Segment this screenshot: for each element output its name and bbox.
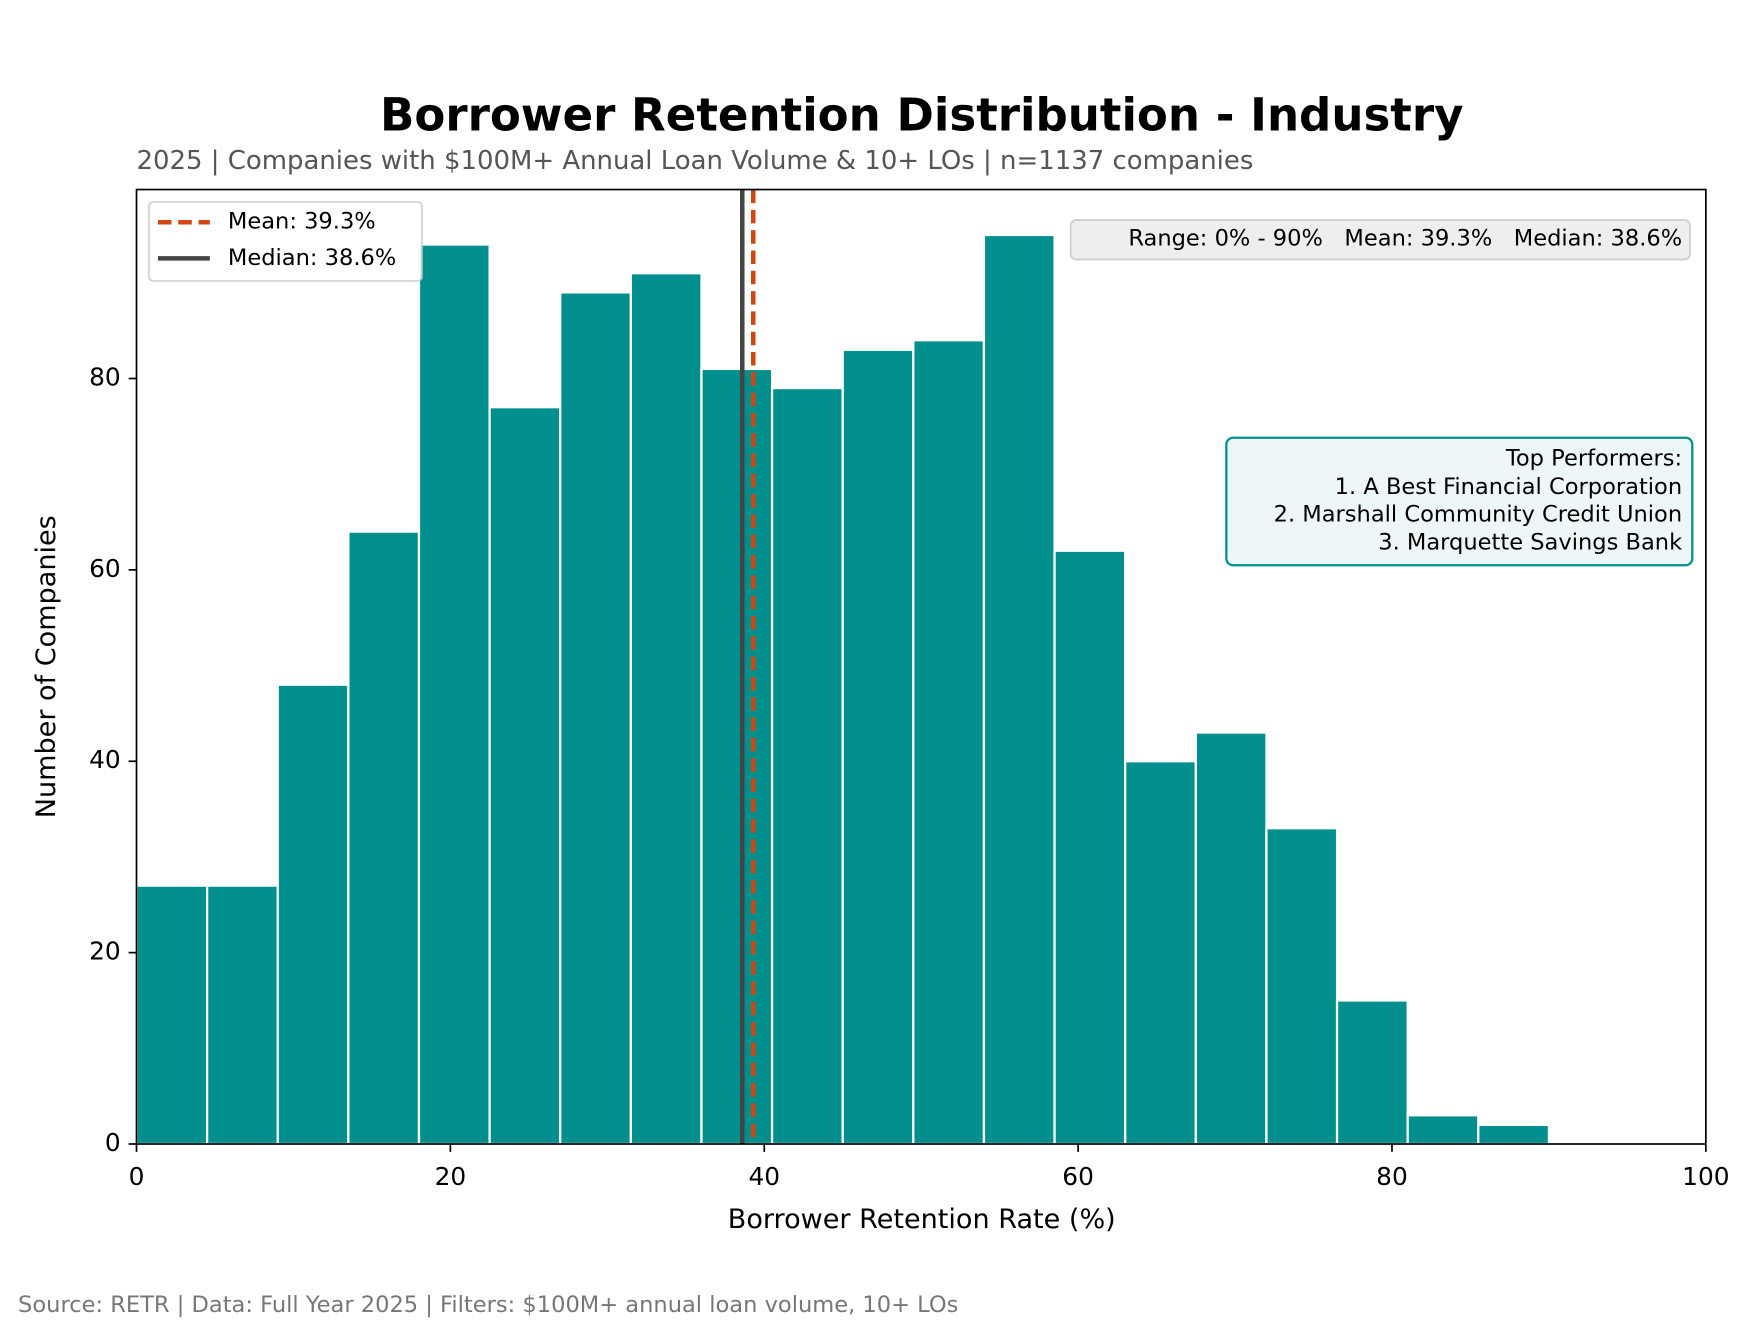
- bar: [276, 683, 350, 1146]
- bar: [559, 291, 632, 1146]
- annotation-line: 1. A Best Financial Corporation: [1335, 474, 1682, 500]
- bar: [700, 367, 774, 1146]
- chart-title: Borrower Retention Distribution - Indust…: [380, 88, 1464, 141]
- bar: [1053, 549, 1127, 1146]
- x-tick-label: 80: [1376, 1162, 1408, 1191]
- chart-subtitle: 2025 | Companies with $100M+ Annual Loan…: [137, 146, 1254, 176]
- annotation-title: Top Performers:: [1505, 446, 1682, 472]
- legend-label: Mean: 39.3%: [228, 209, 376, 235]
- x-tick-label: 0: [129, 1162, 145, 1191]
- y-tick-label: 40: [89, 745, 121, 774]
- y-tick-label: 0: [105, 1128, 121, 1157]
- legend-label: Median: 38.6%: [228, 245, 396, 271]
- bar: [1124, 760, 1197, 1146]
- y-axis-label: Number of Companies: [31, 515, 62, 818]
- legend-box: [148, 201, 423, 282]
- bar: [1335, 999, 1409, 1146]
- bar: [1265, 827, 1339, 1146]
- bar: [206, 884, 279, 1146]
- y-tick-label: 80: [89, 363, 121, 392]
- x-tick-label: 20: [435, 1162, 467, 1191]
- x-tick-label: 40: [748, 1162, 780, 1191]
- y-tick-label: 20: [89, 937, 121, 966]
- stats-box: [1069, 219, 1691, 261]
- plot-frame: [135, 188, 1707, 1145]
- bar: [841, 348, 915, 1146]
- stats-text: Range: 0% - 90% Mean: 39.3% Median: 38.6…: [1128, 226, 1682, 252]
- annotation-line: 3. Marquette Savings Bank: [1378, 530, 1682, 556]
- y-tick-label: 60: [89, 554, 121, 583]
- bar: [135, 884, 209, 1146]
- bar: [488, 406, 562, 1146]
- annotation-line: 2. Marshall Community Credit Union: [1274, 502, 1683, 528]
- bar: [417, 243, 491, 1146]
- bar: [1194, 731, 1268, 1146]
- source-note: Source: RETR | Data: Full Year 2025 | Fi…: [18, 1292, 958, 1318]
- bar: [982, 233, 1056, 1146]
- annotation-box: [1225, 436, 1694, 567]
- bar: [1406, 1114, 1480, 1146]
- bar: [912, 339, 986, 1146]
- bar: [347, 530, 421, 1146]
- x-axis-label: Borrower Retention Rate (%): [728, 1204, 1116, 1235]
- x-tick-label: 100: [1682, 1162, 1729, 1191]
- bar: [1477, 1123, 1551, 1146]
- bar: [770, 386, 844, 1146]
- bar: [629, 272, 703, 1146]
- x-tick-label: 60: [1062, 1162, 1094, 1191]
